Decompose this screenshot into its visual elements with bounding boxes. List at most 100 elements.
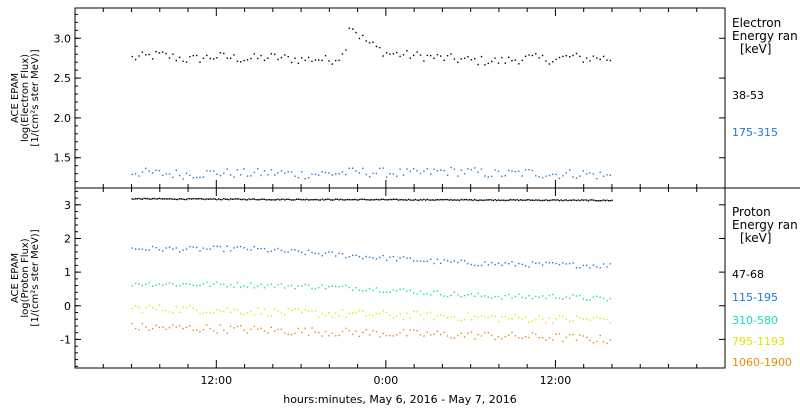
data-point <box>182 178 184 180</box>
data-point <box>229 325 232 327</box>
data-point <box>402 199 405 201</box>
data-point <box>430 311 432 313</box>
data-point <box>201 198 203 200</box>
data-point <box>131 285 133 287</box>
data-point <box>138 283 140 285</box>
data-point <box>419 290 422 292</box>
y-tick-label: 1 <box>64 266 71 279</box>
proton-legend-47-68: 47-68 <box>732 268 764 281</box>
proton-legend-310-580: 310-580 <box>732 314 778 327</box>
data-point <box>218 198 220 200</box>
data-point <box>236 325 239 328</box>
data-point <box>492 199 495 202</box>
data-point <box>290 333 293 336</box>
data-point <box>284 251 286 253</box>
data-point <box>263 308 266 310</box>
data-point <box>482 199 484 202</box>
data-point <box>569 169 571 171</box>
data-point <box>511 261 513 263</box>
data-point <box>219 283 222 286</box>
data-point <box>562 315 564 317</box>
data-point <box>508 317 510 320</box>
data-point <box>348 329 350 332</box>
data-point <box>212 283 215 285</box>
data-point <box>323 199 325 201</box>
data-point <box>460 259 462 261</box>
data-point <box>141 311 144 314</box>
data-point <box>358 172 361 174</box>
data-point <box>253 314 255 316</box>
data-point <box>192 197 194 200</box>
data-point <box>155 284 157 286</box>
data-point <box>455 199 457 201</box>
data-point <box>182 327 184 330</box>
data-point <box>294 249 296 251</box>
data-point <box>196 309 198 311</box>
data-point <box>443 315 445 317</box>
data-point <box>151 172 154 174</box>
data-point <box>358 198 361 201</box>
series-47-68 <box>131 197 613 202</box>
data-point <box>141 322 144 325</box>
data-point <box>606 300 608 302</box>
data-point <box>394 198 396 200</box>
data-point <box>435 199 437 201</box>
data-point <box>185 61 188 63</box>
data-point <box>206 198 208 200</box>
data-point <box>179 198 181 200</box>
data-point <box>345 199 347 201</box>
data-point <box>314 288 317 290</box>
data-point <box>372 199 374 201</box>
data-point <box>313 199 315 201</box>
data-point <box>396 51 398 54</box>
data-point <box>335 285 337 288</box>
data-point <box>321 255 323 257</box>
data-point <box>311 327 313 329</box>
data-point <box>377 199 379 201</box>
data-point <box>212 330 215 332</box>
data-point <box>575 177 578 179</box>
proton-ylabel-line1: ACE EPAM <box>10 253 21 303</box>
proton-legend-115-195: 115-195 <box>732 291 778 304</box>
data-point <box>260 327 262 329</box>
data-point <box>569 320 571 323</box>
data-point <box>538 176 540 178</box>
data-point <box>494 295 496 298</box>
data-point <box>236 281 239 284</box>
data-point <box>469 199 471 201</box>
data-point <box>497 199 500 201</box>
data-point <box>558 56 561 59</box>
data-point <box>436 198 439 201</box>
data-point <box>433 199 435 201</box>
data-point <box>209 285 211 287</box>
data-point <box>555 58 557 61</box>
data-point <box>362 258 364 260</box>
data-point <box>446 295 449 298</box>
data-point <box>182 249 184 251</box>
electron-legend-175-315: 175-315 <box>732 126 778 139</box>
data-point <box>514 295 517 298</box>
data-point <box>250 282 252 284</box>
data-point <box>162 198 164 200</box>
data-point <box>270 53 272 55</box>
data-point <box>548 174 551 177</box>
data-point <box>355 330 357 332</box>
data-point <box>197 198 200 200</box>
data-point <box>321 198 323 200</box>
data-point <box>192 54 194 57</box>
data-point <box>321 171 323 173</box>
data-point <box>543 199 545 202</box>
data-point <box>314 310 317 312</box>
data-point <box>280 283 283 285</box>
data-point <box>267 57 269 59</box>
data-point <box>413 310 415 313</box>
data-point <box>579 294 581 297</box>
data-point <box>280 198 283 201</box>
data-point <box>231 198 233 200</box>
data-point <box>290 199 293 201</box>
data-point <box>470 59 473 61</box>
data-point <box>182 60 184 62</box>
data-point <box>274 330 276 332</box>
data-point <box>430 54 432 57</box>
data-point <box>514 170 517 173</box>
